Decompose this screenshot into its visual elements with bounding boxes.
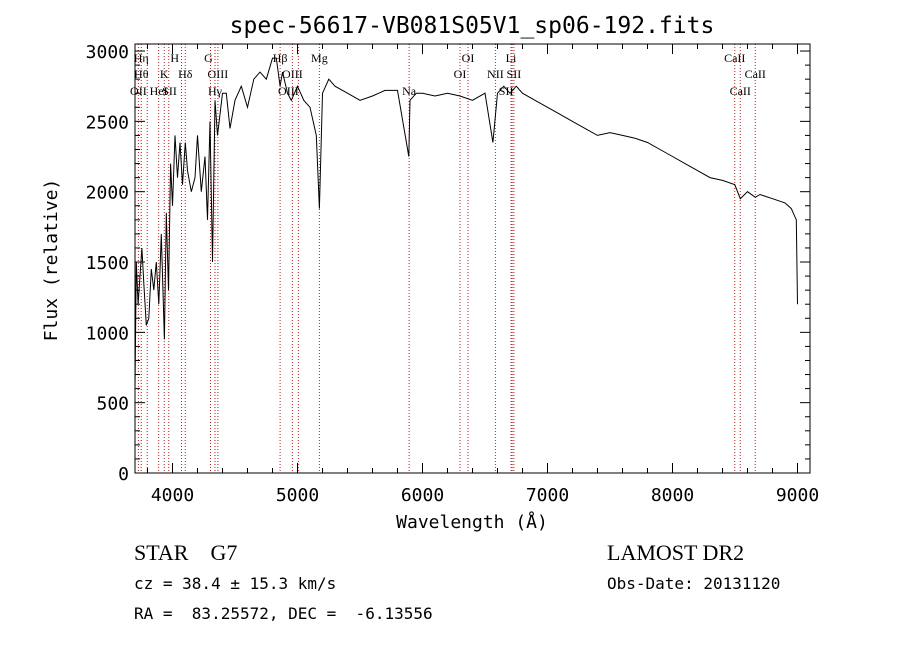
x-tick-label: 6000 (401, 485, 444, 506)
chart-title: spec-56617-VB081S05V1_sp06-192.fits (230, 13, 715, 39)
line-marker-label: Hθ (134, 67, 149, 81)
line-marker-label: Hδ (178, 67, 193, 81)
x-axis-label: Wavelength (Å) (396, 511, 548, 533)
line-marker-label: NII (487, 67, 504, 81)
y-tick-label: 0 (118, 464, 129, 485)
line-marker-label: SII (499, 84, 514, 98)
line-marker-label: CaII (724, 51, 745, 65)
y-tick-label: 1000 (86, 323, 129, 344)
line-marker-label: OIII (208, 67, 229, 81)
line-markers (137, 44, 756, 473)
x-axis-ticks: 4000 5000 6000 7000 8000 9000 (147, 44, 819, 506)
line-marker-label: CaII (730, 84, 751, 98)
observation-date: Obs-Date: 20131120 (607, 574, 781, 593)
line-marker-label: SII (507, 67, 522, 81)
spectrum-line (134, 57, 798, 389)
y-tick-label: 500 (96, 394, 129, 415)
x-tick-label: 5000 (276, 485, 319, 506)
coordinates: RA = 83.25572, DEC = -6.13556 (134, 604, 433, 623)
line-marker-label: K (160, 67, 169, 81)
line-marker-label: OIII (282, 67, 303, 81)
x-tick-label: 8000 (651, 485, 694, 506)
redshift-velocity: cz = 38.4 ± 15.3 km/s (134, 574, 337, 593)
y-tick-label: 3000 (86, 42, 129, 63)
x-tick-label: 9000 (776, 485, 819, 506)
line-marker-label: Hη (134, 51, 149, 65)
line-marker-label: CaII (745, 67, 766, 81)
y-tick-label: 2500 (86, 112, 129, 133)
line-marker-label: OI (454, 67, 467, 81)
line-marker-label: H (170, 51, 179, 65)
line-marker-label: OII (130, 84, 147, 98)
x-tick-label: 7000 (526, 485, 569, 506)
line-marker-label: SII (162, 84, 177, 98)
object-class: STAR G7 (134, 540, 238, 565)
spectrum-chart: spec-56617-VB081S05V1_sp06-192.fits Hη H G… (41, 13, 819, 533)
line-marker-label: OI (462, 51, 475, 65)
y-tick-label: 2000 (86, 183, 129, 204)
line-marker-label: Mg (311, 51, 328, 65)
x-tick-label: 4000 (151, 485, 194, 506)
survey-name: LAMOST DR2 (607, 540, 745, 565)
plot-frame (134, 43, 811, 474)
line-marker-label: G (204, 51, 213, 65)
y-tick-label: 1500 (86, 253, 129, 274)
line-marker-label: Li (506, 51, 517, 65)
line-marker-label: Hγ (208, 84, 223, 98)
line-marker-label: Na (402, 84, 417, 98)
y-axis-ticks: 0 500 1000 1500 2000 2500 3000 (86, 42, 810, 485)
y-axis-label: Flux (relative) (41, 179, 62, 342)
line-marker-label: HeI (150, 84, 168, 98)
